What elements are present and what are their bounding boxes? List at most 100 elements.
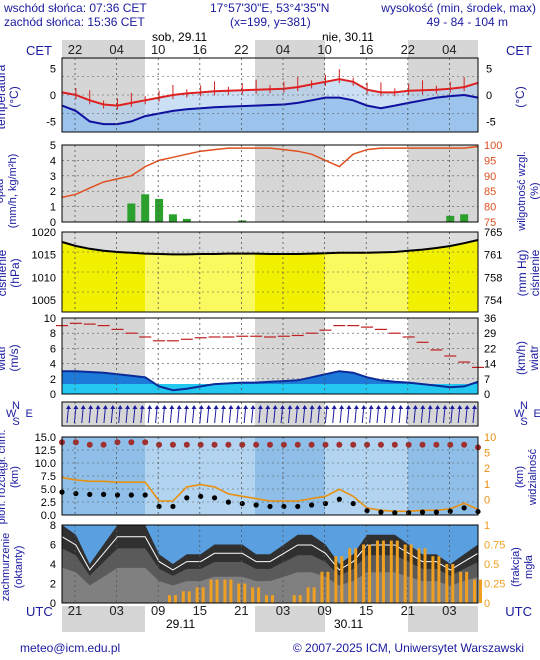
precip-bar — [141, 194, 150, 222]
wind-arrow-head-icon — [309, 405, 315, 409]
wind-arrow-head-icon — [184, 405, 190, 409]
cloud-top-point — [405, 441, 412, 448]
wind-arrow-head-icon — [125, 405, 131, 409]
cloud-top-point — [308, 441, 315, 448]
top-axis-band — [62, 40, 478, 58]
tick-label: 85 — [484, 186, 496, 198]
cloud-base-point — [392, 510, 398, 516]
wind-arrow-icon — [420, 406, 424, 424]
tick-label: 0 — [484, 598, 490, 610]
wind-arrow-icon — [81, 406, 84, 424]
wind-arrow-head-icon — [472, 405, 477, 409]
tick-label: 1015 — [32, 250, 56, 262]
fog-bar — [195, 587, 199, 603]
fog-bar — [326, 571, 330, 603]
tick-label: 0.0 — [41, 510, 56, 522]
tick-label: 2 — [484, 463, 490, 475]
cloud-base-point — [198, 493, 204, 500]
fog-bar — [437, 556, 441, 603]
tick-label: 758 — [484, 272, 502, 284]
wind-arrow-head-icon — [346, 405, 352, 409]
wind-arrow-head-icon — [191, 405, 197, 409]
wind-arrow-icon — [228, 406, 232, 424]
tick-label: 0 — [484, 389, 490, 401]
tick-label: 0 — [50, 217, 56, 229]
wind-arrow-head-icon — [398, 405, 404, 409]
cloud-base-point — [461, 505, 467, 511]
email-link[interactable]: meteo@icm.edu.pl — [20, 641, 121, 655]
wind-arrow-head-icon — [147, 405, 153, 409]
wind-arrow-head-icon — [353, 405, 359, 409]
tick-label: 8 — [50, 328, 56, 340]
utc-hour-label: 03 — [109, 603, 123, 618]
wind-arrow-head-icon — [324, 405, 330, 409]
temperature-left-label: temperatura (°C) — [0, 64, 21, 130]
pressure-right-label: (mm Hg) ciśnienie — [515, 249, 540, 297]
cet-hour-label: 16 — [193, 42, 207, 57]
day1-bottom-label: 29.11 — [166, 617, 196, 631]
tick-label: 4 — [50, 155, 56, 167]
wind-arrow-head-icon — [427, 405, 433, 409]
cet-label-right: CET — [506, 43, 532, 58]
cloud-base-point — [225, 499, 231, 505]
cloud-top-point — [350, 441, 357, 448]
utc-hour-label: 09 — [151, 603, 165, 618]
cloud-top-point — [280, 441, 287, 448]
cloud-top-point — [197, 441, 204, 448]
tick-label: 29 — [484, 328, 496, 340]
fog-bar — [173, 595, 177, 603]
cloud-base-point — [73, 490, 79, 497]
cloud-top-point — [391, 441, 398, 448]
tick-label: 7.5 — [41, 471, 56, 483]
fog-bar — [320, 571, 324, 603]
wind-arrow-head-icon — [110, 405, 116, 409]
wind-arrow-icon — [221, 406, 225, 424]
day2-top-label: nie, 30.11 — [322, 30, 374, 44]
cloud-base-point — [433, 509, 439, 515]
fog-bar — [298, 595, 302, 603]
tick-label: 80 — [484, 202, 496, 214]
fog-bar — [459, 571, 463, 603]
tick-label: -5 — [46, 116, 56, 128]
cloud-top-point — [239, 441, 246, 448]
wind-arrow-icon — [243, 406, 247, 424]
cloud-top-point — [267, 441, 273, 448]
fog-bar — [375, 540, 379, 603]
wind-arrow-head-icon — [176, 405, 182, 409]
tick-label: 5 — [484, 448, 490, 460]
temperature-panel: 5 5 0 0 -5 -5 — [46, 57, 496, 133]
wind-arrow-head-icon — [390, 405, 396, 409]
wind-arrow-icon — [118, 406, 121, 424]
wind-arrow-head-icon — [464, 405, 470, 409]
wind-arrow-icon — [73, 406, 77, 424]
wind-arrow-icon — [66, 406, 69, 424]
utc-label-right: UTC — [505, 604, 532, 619]
tick-label: 4 — [50, 559, 56, 571]
precip-bar — [127, 203, 136, 222]
cloud-top-point — [72, 439, 79, 446]
wind-direction-panel — [61, 401, 479, 427]
fog-bar — [423, 548, 427, 603]
wind-arrow-icon — [162, 406, 165, 424]
tick-label: 0.75 — [484, 540, 505, 552]
fog-bar — [312, 587, 316, 603]
wind-arrow-head-icon — [405, 405, 411, 409]
altitude-title: wysokość (min, środek, max) — [381, 1, 536, 15]
compass-right-icon: N W E S — [514, 400, 540, 428]
cloud-top-point — [377, 441, 384, 448]
cloud-base-point — [87, 491, 93, 498]
cet-hour-label: 04 — [442, 42, 456, 57]
wind-arrow-icon — [265, 406, 269, 424]
cloud-base-point — [447, 508, 453, 514]
cloud-base-point — [378, 509, 384, 515]
tick-label: 90 — [484, 171, 496, 183]
cloud-top-point — [447, 441, 454, 448]
wind-arrow-head-icon — [161, 405, 167, 409]
visibility-right-label: (km) widzialność — [514, 448, 539, 506]
tick-label: 10 — [44, 313, 56, 325]
wind-arrow-icon — [155, 406, 158, 424]
wind-arrow-icon — [147, 406, 151, 424]
cloud-base-point — [114, 492, 121, 498]
wind-arrow-icon — [125, 406, 129, 424]
